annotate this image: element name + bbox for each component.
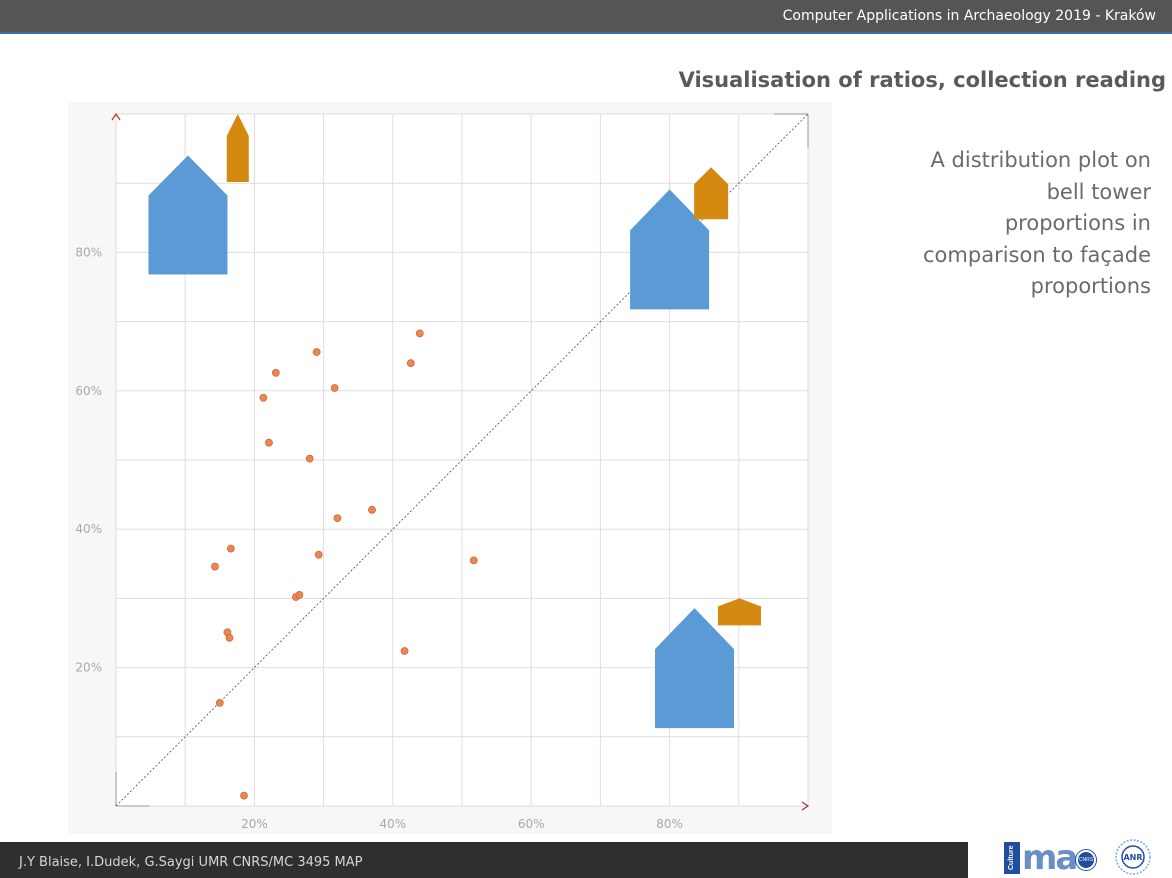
description-line: A distribution plot on xyxy=(930,148,1151,172)
data-point xyxy=(305,454,314,463)
tower-glyph-top-left xyxy=(226,114,249,182)
data-point xyxy=(368,505,376,514)
slide-title: Visualisation of ratios, collection read… xyxy=(678,68,1166,92)
map-logo: Culture ma CNRS xyxy=(1004,838,1096,878)
footer-bar: J.Y Blaise, I.Dudek, G.Saygi UMR CNRS/MC… xyxy=(0,842,968,878)
y-tick-label: 20% xyxy=(75,661,102,675)
data-point xyxy=(400,647,409,655)
data-point xyxy=(240,791,248,800)
data-point xyxy=(225,633,234,642)
data-point xyxy=(333,514,342,523)
tower-glyph-bottom-right xyxy=(717,598,761,626)
data-point xyxy=(265,438,273,447)
data-point xyxy=(226,544,235,553)
authors-credit: J.Y Blaise, I.Dudek, G.Saygi UMR CNRS/MC… xyxy=(19,855,363,870)
facade-glyph-top-right xyxy=(630,189,710,310)
facade-glyph-top-left xyxy=(148,155,228,275)
description-line: bell tower xyxy=(1046,179,1151,204)
data-point xyxy=(259,393,268,402)
x-tick-label: 80% xyxy=(656,817,683,831)
diagonal-reference-line xyxy=(115,113,809,807)
data-point xyxy=(330,384,339,392)
header-bar: Computer Applications in Archaeology 201… xyxy=(0,0,1172,34)
chart-panel: 20% 40% 60% 80% 20% 40% 60% 80% xyxy=(68,102,832,834)
x-tick-label: 20% xyxy=(241,817,268,831)
data-point xyxy=(211,562,219,571)
data-point xyxy=(215,698,224,707)
conference-title: Computer Applications in Archaeology 201… xyxy=(782,8,1156,24)
data-point xyxy=(271,368,280,377)
anr-logo: ANR xyxy=(1115,839,1151,875)
y-axis-arrow-icon xyxy=(111,112,121,121)
tower-glyph-top-right xyxy=(694,167,729,220)
x-axis-arrow-icon xyxy=(801,801,810,811)
x-tick-label: 40% xyxy=(379,817,406,831)
y-tick-label: 60% xyxy=(75,384,102,398)
y-tick-label: 40% xyxy=(75,522,102,536)
data-point xyxy=(314,550,323,559)
y-tick-label: 80% xyxy=(75,245,102,259)
map-logo-word: ma xyxy=(1022,838,1078,878)
facade-glyph-bottom-right xyxy=(655,608,735,729)
data-point xyxy=(406,359,415,368)
description-line: proportions xyxy=(1030,274,1151,298)
data-point xyxy=(295,591,304,599)
map-logo-stripe: Culture xyxy=(1004,842,1020,874)
x-tick-label: 60% xyxy=(518,817,545,831)
scatter-chart: 20% 40% 60% 80% 20% 40% 60% 80% xyxy=(75,112,810,831)
description-line: comparison to façade xyxy=(923,242,1151,267)
cnrs-logo: CNRS xyxy=(1076,850,1096,870)
data-point xyxy=(415,329,424,338)
data-point xyxy=(469,556,478,565)
data-point xyxy=(312,348,321,356)
slide-description: A distribution plot on bell tower propor… xyxy=(851,145,1151,303)
anr-logo-text: ANR xyxy=(1123,853,1142,862)
description-line: proportions in xyxy=(1004,211,1151,235)
